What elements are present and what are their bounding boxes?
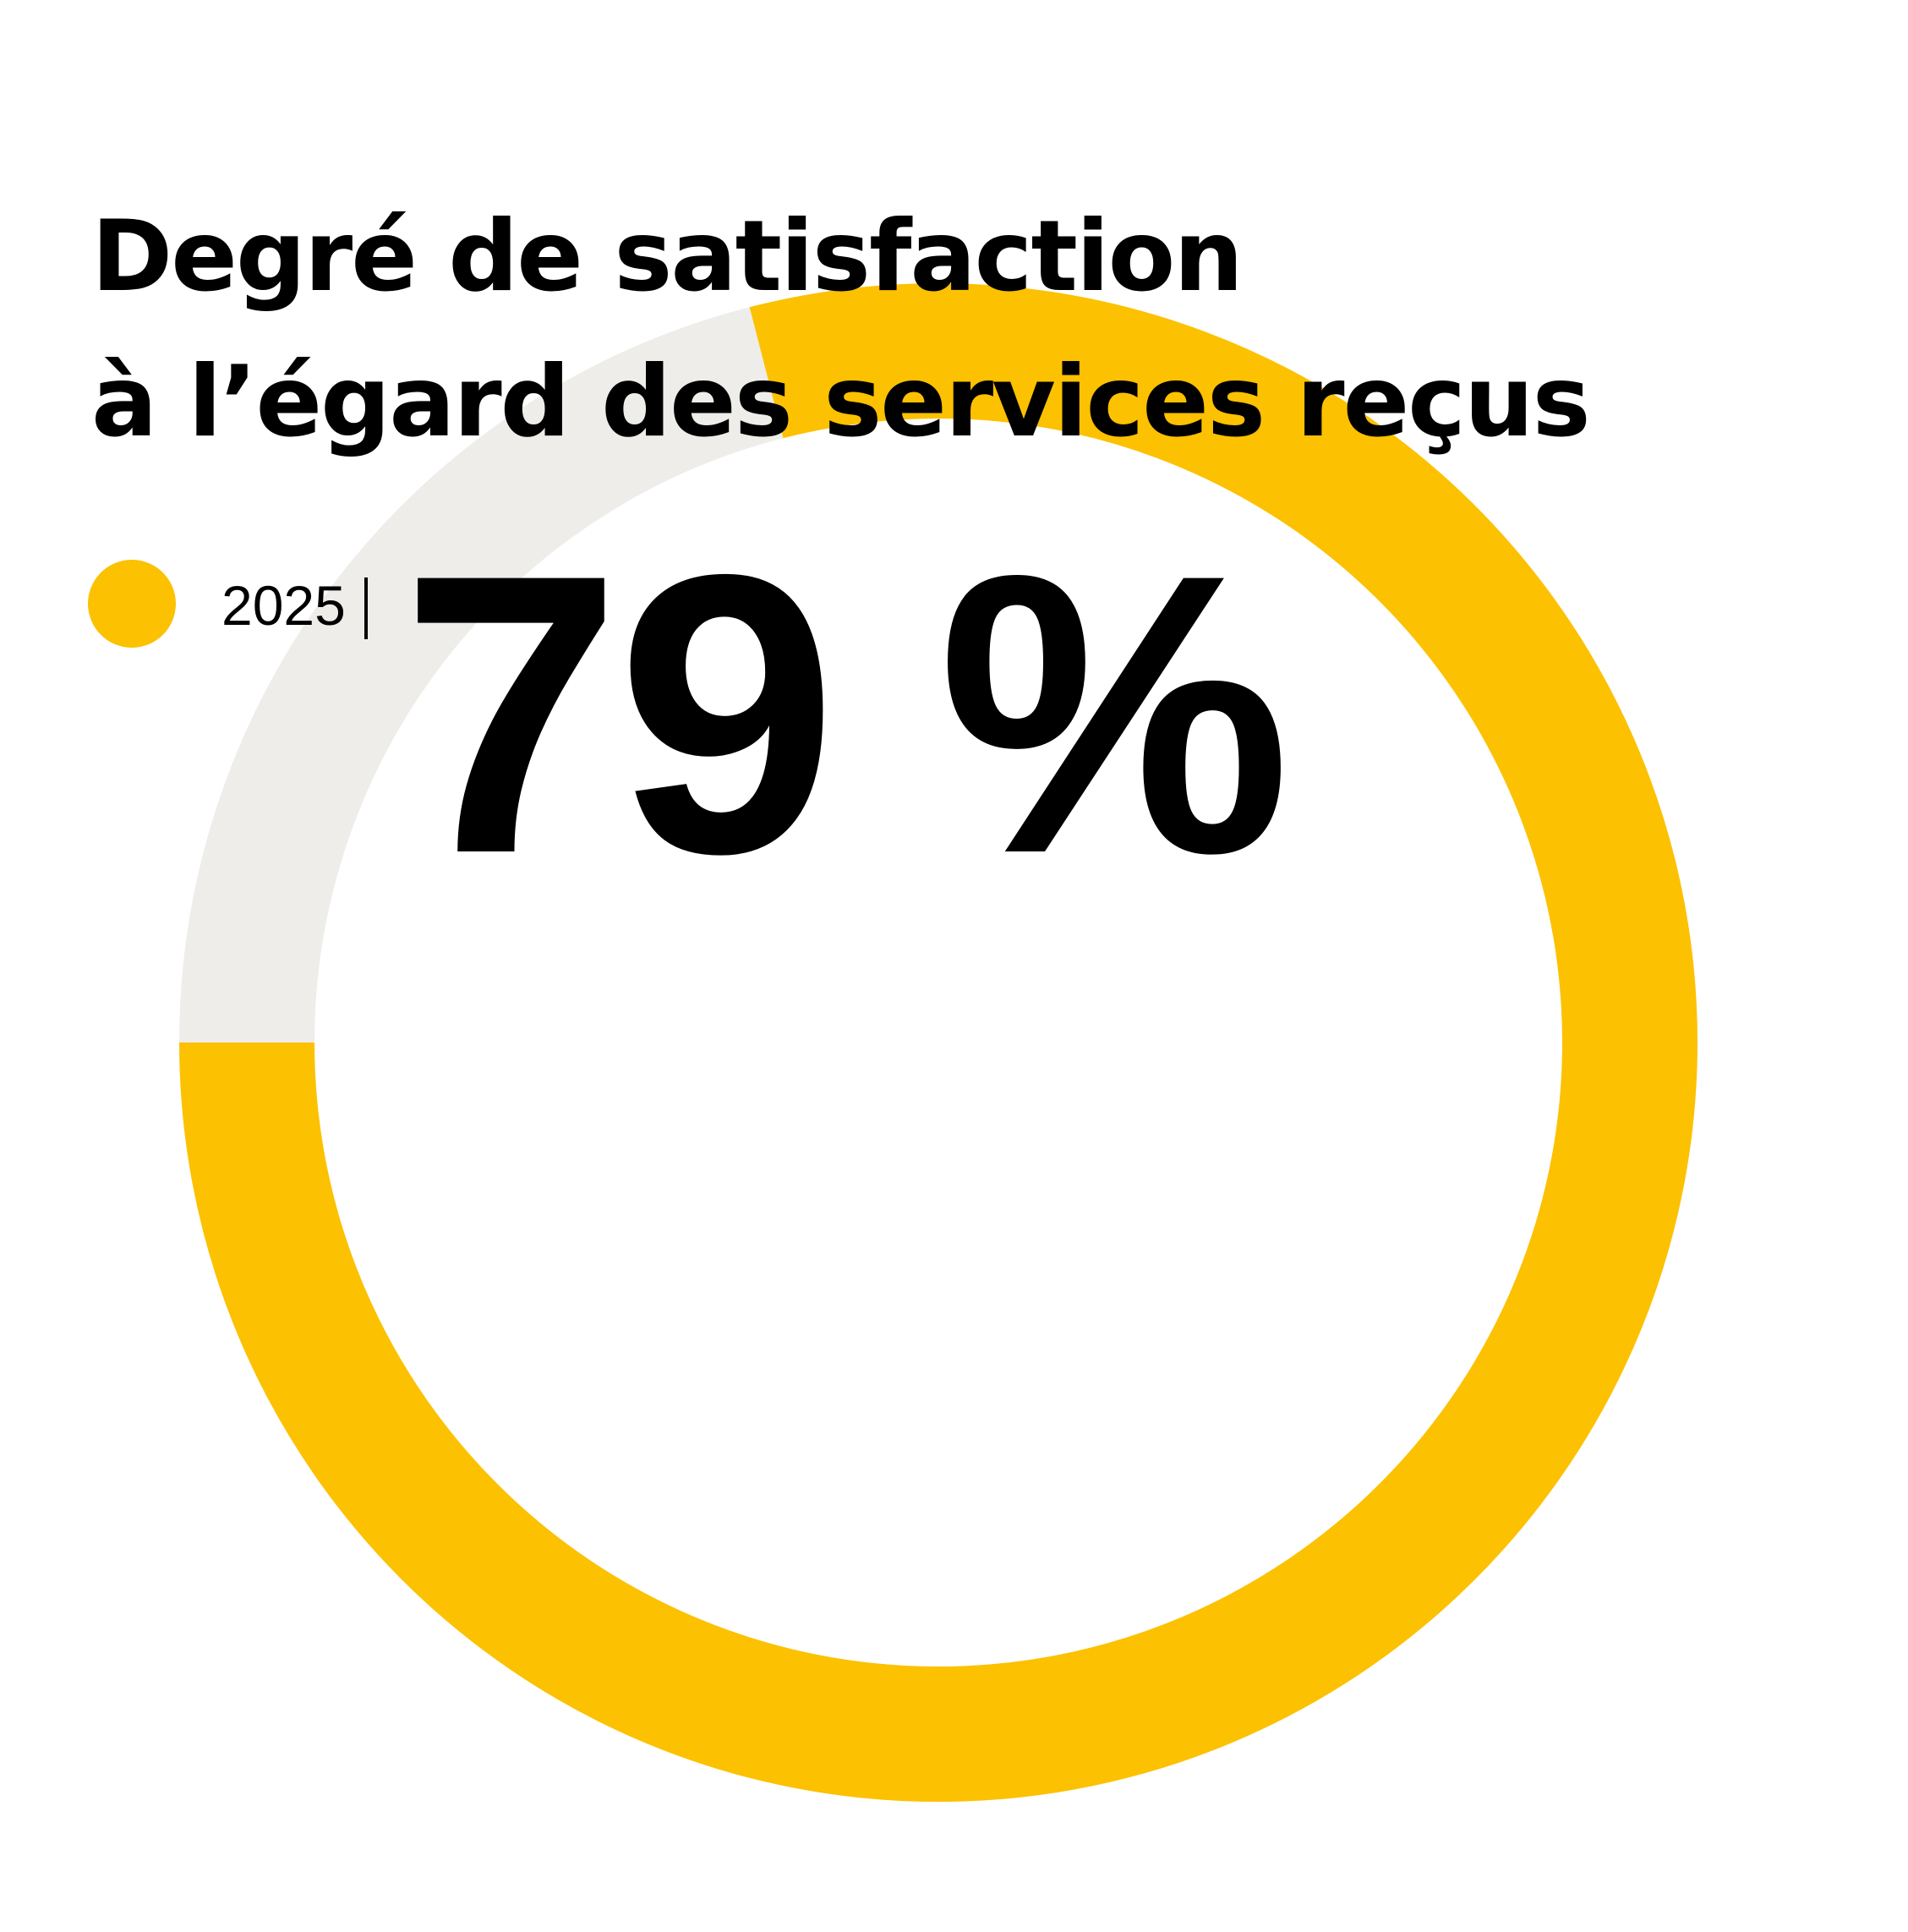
title-line-1: Degré de satisfaction <box>91 200 1244 314</box>
remainder-arc <box>179 307 784 1043</box>
legend-separator <box>364 577 368 639</box>
big-value-label: 79 % <box>401 492 1291 936</box>
title-line-2: à l’égard des services reçus <box>91 345 1591 459</box>
legend-dot-2025 <box>88 560 176 648</box>
value-arc-2025 <box>179 283 1698 1802</box>
chart-title: Degré de satisfaction à l’égard des serv… <box>91 184 1591 475</box>
legend-label-2025: 2025 <box>221 574 346 637</box>
